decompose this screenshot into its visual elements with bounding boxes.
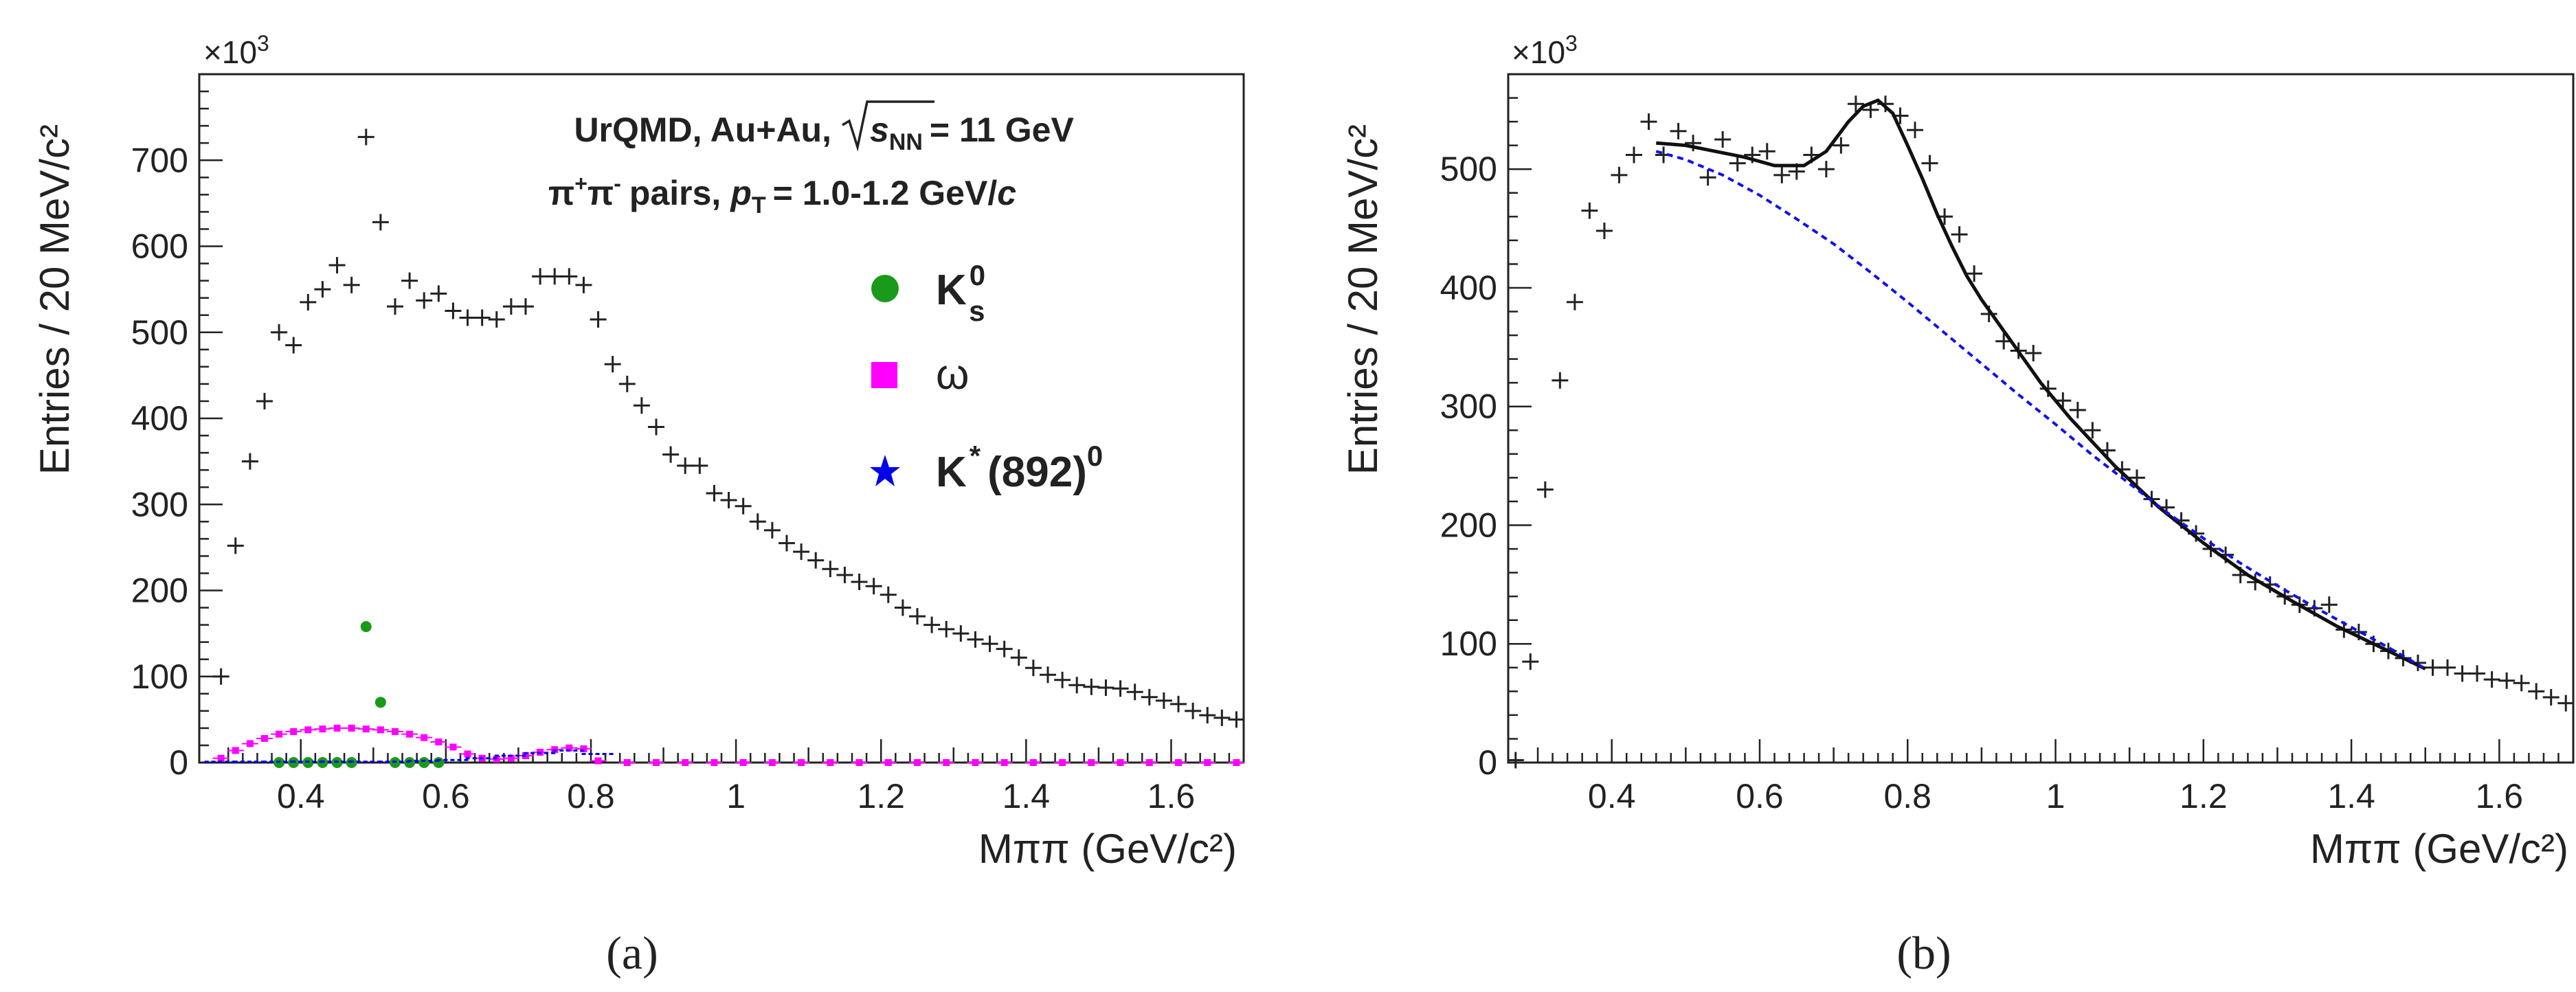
y-tick-label: 700 — [131, 141, 188, 179]
series-all-pairs — [212, 128, 1245, 728]
panel-b-markers — [1507, 95, 2575, 769]
y-tick-label: 600 — [131, 227, 188, 266]
x-tick-label: 0.8 — [567, 777, 615, 815]
x-tick-label: 1.6 — [1147, 777, 1196, 815]
panel-a-axes: 0.4 0.6 0.8 1 1.2 1.4 1.6 0 100 200 300 400 500 600 70… — [131, 73, 1245, 815]
x-tick-label: 1.6 — [2476, 777, 2524, 815]
data-point-circle — [433, 757, 445, 768]
panel-b-multiplier: ×103 — [1512, 31, 1578, 70]
panel-a: ×103 Entries / 20 MeV/c² 0.4 0.6 0.8 1 1.2 1.… — [32, 31, 1245, 979]
panel-a-caption: (a) — [606, 927, 658, 979]
x-tick-label: 1.2 — [857, 777, 905, 815]
panel-a-multiplier: ×103 — [203, 31, 269, 70]
x-tick-label: 0.8 — [1883, 777, 1931, 815]
plot-frame-rect — [198, 73, 1245, 764]
series-- — [212, 724, 1245, 766]
data-point-circle — [418, 757, 430, 768]
y-tick-label: 300 — [131, 485, 188, 523]
legend-label-omega: ω — [936, 351, 969, 398]
series-background — [1655, 150, 2426, 670]
series-fit-signal-background- — [1656, 98, 2426, 670]
series-k-892-0 — [204, 749, 615, 763]
y-tick-label: 200 — [1440, 506, 1497, 544]
x-tick-label: 0.6 — [422, 777, 470, 815]
series-line — [1655, 150, 2426, 670]
x-tick-label: 0.4 — [277, 777, 325, 815]
panel-b-x-axis-label: Mππ (GeV/c²) — [2310, 826, 2568, 872]
panel-b-axes: 0.4 0.6 0.8 1 1.2 1.4 1.6 0 100 200 300 400 500 — [1440, 73, 2575, 815]
series-k0s — [273, 621, 445, 768]
y-tick-label: 0 — [169, 743, 188, 782]
x-tick-label: 1 — [2046, 777, 2065, 815]
panel-b-y-axis-label: Entries / 20 MeV/c² — [1340, 124, 1386, 475]
series-line — [1656, 98, 2426, 670]
y-tick-label: 100 — [1440, 624, 1497, 663]
series-data — [1507, 95, 2575, 769]
data-point-circle — [374, 697, 386, 708]
y-tick-label: 500 — [131, 313, 188, 352]
panel-a-y-axis-label: Entries / 20 MeV/c² — [32, 124, 78, 475]
panel-a-plot-frame — [198, 73, 1245, 764]
panel-a-annotation-2: π+π-pairs, pT = 1.0-1.2 GeV/c — [548, 171, 1016, 218]
panel-a-annotation-1: UrQMD, Au+Au, — [574, 111, 831, 149]
panel-a-legend: K0 s ω K* (892)0 — [870, 259, 1103, 496]
x-tick-label: 1.2 — [2180, 777, 2228, 815]
y-tick-label: 300 — [1440, 387, 1497, 426]
x-tick-label: 0.6 — [1736, 777, 1784, 815]
legend-item-omega: ω — [871, 351, 969, 398]
legend-label-kstar: K* (892)0 — [936, 440, 1103, 496]
panel-b-plot-frame — [1507, 73, 2575, 764]
y-tick-label: 0 — [1478, 743, 1497, 782]
legend-marker-square — [871, 362, 897, 388]
legend-item-kstar: K* (892)0 — [870, 440, 1103, 496]
legend-item-k0s: K0 s — [871, 259, 985, 327]
panel-a-x-axis-label: Mππ (GeV/c²) — [978, 826, 1237, 872]
y-tick-label: 400 — [131, 399, 188, 438]
data-point-circle — [360, 621, 372, 633]
legend-marker-star — [870, 455, 900, 486]
panel-b: ×103 Entries / 20 MeV/c² 0.4 0.6 0.8 1 1.2 1.… — [1340, 31, 2575, 979]
y-tick-label: 400 — [1440, 269, 1497, 307]
panel-b-caption: (b) — [1896, 927, 1951, 979]
panel-a-markers — [204, 128, 1245, 768]
plot-frame-rect — [1507, 73, 2575, 764]
y-tick-label: 100 — [131, 657, 188, 696]
y-tick-label: 200 — [131, 572, 188, 610]
x-tick-label: 1 — [726, 777, 746, 815]
sqrt-symbol — [842, 100, 934, 152]
x-tick-label: 1.4 — [2327, 777, 2375, 815]
x-tick-label: 0.4 — [1588, 777, 1636, 815]
legend-marker-circle — [871, 275, 899, 302]
y-tick-label: 500 — [1440, 150, 1497, 188]
panel-a-annotation-1-rest: sNN = 11 GeV — [870, 111, 1074, 155]
legend-label-k0s: K0 s — [936, 259, 985, 327]
x-tick-label: 1.4 — [1003, 777, 1051, 815]
